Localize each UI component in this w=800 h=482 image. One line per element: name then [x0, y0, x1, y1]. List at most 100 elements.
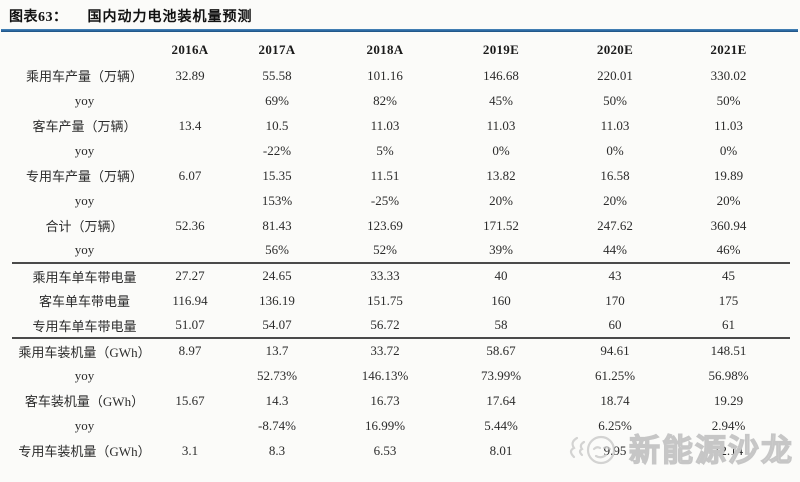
cell-value: 61 — [667, 313, 790, 339]
table-row: 乘用车产量（万辆） 32.89 55.58 101.16 146.68 220.01 330… — [12, 63, 790, 88]
cell-value: 73.99% — [480, 367, 522, 383]
cell-value: 136.19 — [259, 292, 295, 308]
cell-value: -8.74% — [258, 417, 296, 433]
cell-value — [157, 413, 223, 438]
cell-value: 54.07 — [223, 313, 331, 339]
row-label: 客车产量（万辆） — [32, 119, 137, 134]
cell-value: 160 — [491, 292, 511, 308]
cell-value: 19.29 — [713, 392, 744, 408]
cell-value: 14.3 — [265, 392, 289, 408]
cell-value: 0% — [606, 142, 624, 158]
cell-value: 171.52 — [483, 217, 519, 233]
table-row: yoy 69% 82% 45% 50% 50% — [12, 88, 790, 113]
cell-value: 20% — [489, 192, 513, 208]
year-column-header: 2018A — [366, 41, 404, 57]
cell-value: 12.14 — [713, 442, 744, 458]
cell-value: 56.98% — [708, 367, 749, 383]
table-body: 乘用车产量（万辆） 32.89 55.58 101.16 146.68 220.01 330… — [12, 63, 790, 463]
cell-value: -22% — [262, 142, 292, 158]
cell-value: 58 — [439, 313, 563, 339]
row-label: 乘用车产量（万辆） — [25, 69, 143, 84]
cell-value: 0% — [492, 142, 510, 158]
cell-value: 6.53 — [373, 442, 397, 458]
row-label-header — [12, 36, 157, 63]
cell-value: 13.4 — [178, 117, 202, 133]
cell-value: 50% — [716, 92, 741, 108]
table-row: 乘用车装机量（GWh） 8.97 13.7 33.72 58.67 94.61 148.51 — [12, 338, 790, 363]
cell-value: 175 — [718, 292, 739, 308]
row-label: 专用车产量（万辆） — [25, 169, 143, 184]
year-column-header: 2019E — [482, 41, 520, 57]
row-label: 乘用车装机量（GWh） — [18, 344, 151, 360]
cell-value: 58.67 — [486, 343, 516, 358]
cell-value: 24.65 — [262, 268, 292, 283]
cell-value: 11.03 — [370, 117, 400, 133]
cell-value: 6.07 — [178, 167, 202, 183]
cell-value: 330.02 — [710, 67, 747, 83]
cell-value: 81.43 — [262, 217, 292, 233]
cell-value: 13.82 — [486, 167, 516, 183]
table-row: 客车装机量（GWh） 15.67 14.3 16.73 17.64 18.74 19.29 — [12, 388, 790, 413]
cell-value: 170 — [605, 292, 625, 308]
cell-value: 10.5 — [265, 117, 289, 133]
table-row: yoy 52.73% 146.13% 73.99% 61.25% 56.98% — [12, 363, 790, 388]
table-row: 合计（万辆） 52.36 81.43 123.69 171.52 247.62 360.94 — [12, 213, 790, 238]
cell-value: 360.94 — [710, 217, 747, 233]
row-label: 乘用车单车带电量 — [32, 269, 137, 285]
cell-value: 94.61 — [600, 343, 630, 358]
page-title: 国内动力电池装机量预测 — [87, 10, 253, 25]
cell-value: 55.58 — [262, 67, 292, 83]
table-row: yoy 56% 52% 39% 44% 46% — [12, 238, 790, 264]
cell-value: 146.68 — [483, 67, 519, 83]
cell-value: 16.58 — [600, 167, 630, 183]
cell-value: 148.51 — [710, 343, 747, 358]
table-row: 专用车单车带电量 51.07 54.07 56.72 58 60 61 — [12, 313, 790, 339]
row-label: 专用车装机量（GWh） — [18, 444, 151, 459]
cell-value: 33.72 — [370, 343, 400, 358]
forecast-table: 2016A 2017A 2018A 2019E 2020E 2021E 乘用车产量（万辆）… — [12, 36, 790, 463]
cell-value: 51.07 — [157, 313, 223, 339]
cell-value — [157, 138, 223, 163]
cell-value: 5.44% — [484, 417, 518, 433]
cell-value: 247.62 — [597, 217, 633, 233]
row-label: 客车装机量（GWh） — [24, 394, 145, 409]
cell-value: 46% — [667, 238, 790, 264]
cell-value: 16.73 — [370, 392, 400, 408]
cell-value: 11.03 — [486, 117, 516, 133]
year-column-header: 2017A — [258, 41, 296, 57]
cell-value: 19.89 — [713, 167, 744, 183]
row-label: 客车单车带电量 — [38, 294, 130, 309]
cell-value: 40 — [494, 268, 508, 283]
cell-value: 8.97 — [178, 343, 202, 358]
cell-value — [157, 363, 223, 388]
cell-value: 60 — [563, 313, 667, 339]
cell-value: 13.7 — [265, 343, 289, 358]
row-label: yoy — [12, 238, 157, 264]
cell-value: 8.3 — [268, 442, 286, 458]
cell-value: 101.16 — [367, 67, 403, 83]
table-row: yoy 153% -25% 20% 20% 20% — [12, 188, 790, 213]
figure-label: 图表63： — [9, 10, 68, 25]
cell-value: 52.36 — [175, 217, 205, 233]
row-label: yoy — [74, 367, 95, 383]
cell-value: 16.99% — [364, 417, 406, 433]
row-label: yoy — [74, 142, 95, 158]
cell-value: 52% — [331, 238, 439, 264]
row-label: yoy — [74, 92, 95, 108]
row-label: 合计（万辆） — [45, 219, 124, 234]
cell-value: 17.64 — [486, 392, 516, 408]
cell-value: 33.33 — [370, 268, 400, 283]
cell-value: 9.95 — [603, 442, 627, 458]
table-row: 乘用车单车带电量 27.27 24.65 33.33 40 43 45 — [12, 263, 790, 288]
cell-value: 50% — [603, 92, 627, 108]
cell-value: 146.13% — [361, 367, 409, 383]
cell-value: 27.27 — [175, 268, 205, 283]
cell-value: 151.75 — [367, 292, 403, 308]
cell-value: 116.94 — [172, 292, 208, 308]
cell-value: 3.1 — [181, 442, 199, 458]
cell-value: 82% — [373, 92, 397, 108]
cell-value: 220.01 — [597, 67, 633, 83]
cell-value: 6.25% — [598, 417, 632, 433]
table-row: 专用车产量（万辆） 6.07 15.35 11.51 13.82 16.58 19.89 — [12, 163, 790, 188]
